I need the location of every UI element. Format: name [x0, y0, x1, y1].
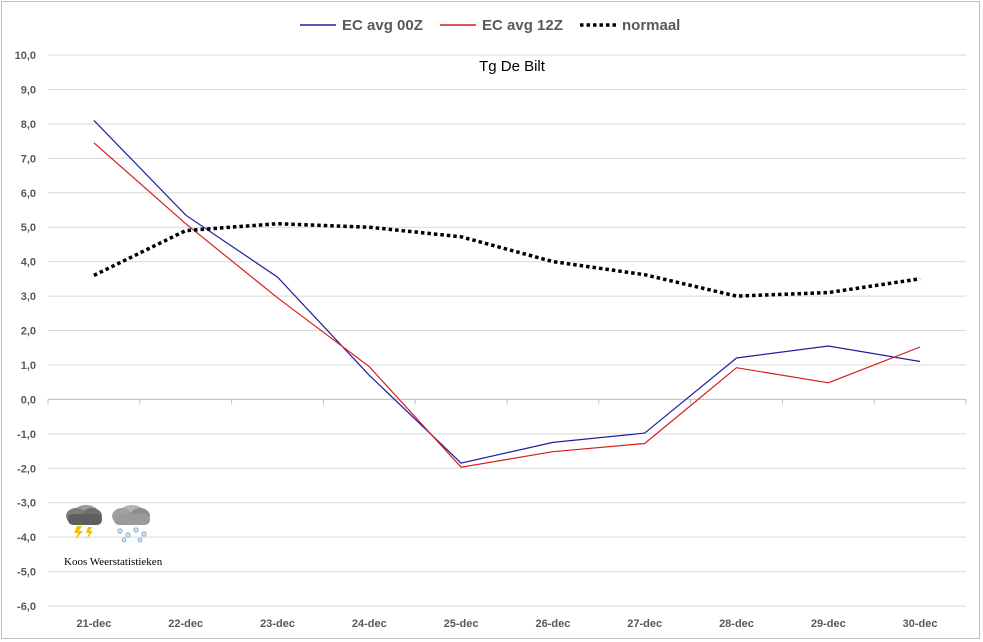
y-tick-label: -1,0 — [17, 429, 36, 441]
watermark: Koos Weerstatistieken — [60, 494, 170, 574]
y-tick-label: -3,0 — [17, 498, 36, 510]
x-tick-label: 28-dec — [719, 618, 754, 630]
legend: EC avg 00Z EC avg 12Z normaal — [300, 17, 680, 34]
y-tick-label: 1,0 — [21, 360, 36, 372]
legend-label: EC avg 12Z — [482, 17, 563, 34]
x-axis-tick-labels: 21-dec 22-dec 23-dec 24-dec 25-dec 26-dec 27-d… — [76, 618, 937, 630]
y-tick-label: 7,0 — [21, 153, 36, 165]
x-tick-label: 21-dec — [76, 618, 111, 630]
y-tick-label: 3,0 — [21, 291, 36, 303]
thunderstorm-cloud-icon — [66, 505, 102, 540]
x-tick-label: 27-dec — [627, 618, 662, 630]
y-tick-label: 2,0 — [21, 326, 36, 338]
y-tick-label: 0,0 — [21, 394, 36, 406]
y-tick-label: -4,0 — [17, 532, 36, 544]
x-tick-label: 29-dec — [811, 618, 846, 630]
y-tick-label: 5,0 — [21, 222, 36, 234]
series-lines — [93, 119, 921, 468]
y-tick-label: -6,0 — [17, 601, 36, 613]
x-tick-label: 25-dec — [444, 618, 479, 630]
series-line-normaal — [93, 221, 921, 298]
grid-lines — [47, 54, 967, 607]
y-axis-tick-labels: 10,0 9,0 8,0 7,0 6,0 5,0 4,0 3,0 2,0 1,0 0,0 -1,0 -2… — [15, 50, 36, 613]
y-tick-label: -2,0 — [17, 463, 36, 475]
series-line-ec-avg-00z — [93, 119, 921, 464]
x-tick-label: 30-dec — [903, 618, 938, 630]
y-tick-label: 8,0 — [21, 119, 36, 131]
y-tick-label: 6,0 — [21, 188, 36, 200]
y-tick-label: 9,0 — [21, 84, 36, 96]
x-tick-label: 22-dec — [168, 618, 203, 630]
legend-label: EC avg 00Z — [342, 17, 423, 34]
legend-label: normaal — [622, 17, 680, 34]
y-tick-label: -5,0 — [17, 567, 36, 579]
x-tick-label: 26-dec — [535, 618, 570, 630]
snow-cloud-icon — [112, 505, 150, 543]
series-line-ec-avg-12z — [93, 142, 921, 468]
y-tick-label: 10,0 — [15, 50, 36, 62]
chart-title: Tg De Bilt — [479, 58, 546, 75]
x-tick-label: 24-dec — [352, 618, 387, 630]
x-tick-label: 23-dec — [260, 618, 295, 630]
y-tick-label: 4,0 — [21, 257, 36, 269]
weather-icons — [66, 505, 150, 543]
watermark-label: Koos Weerstatistieken — [64, 556, 163, 568]
